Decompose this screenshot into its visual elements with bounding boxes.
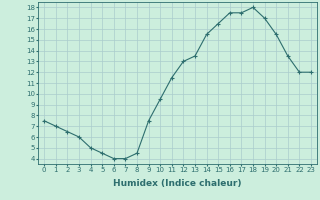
X-axis label: Humidex (Indice chaleur): Humidex (Indice chaleur) [113, 179, 242, 188]
